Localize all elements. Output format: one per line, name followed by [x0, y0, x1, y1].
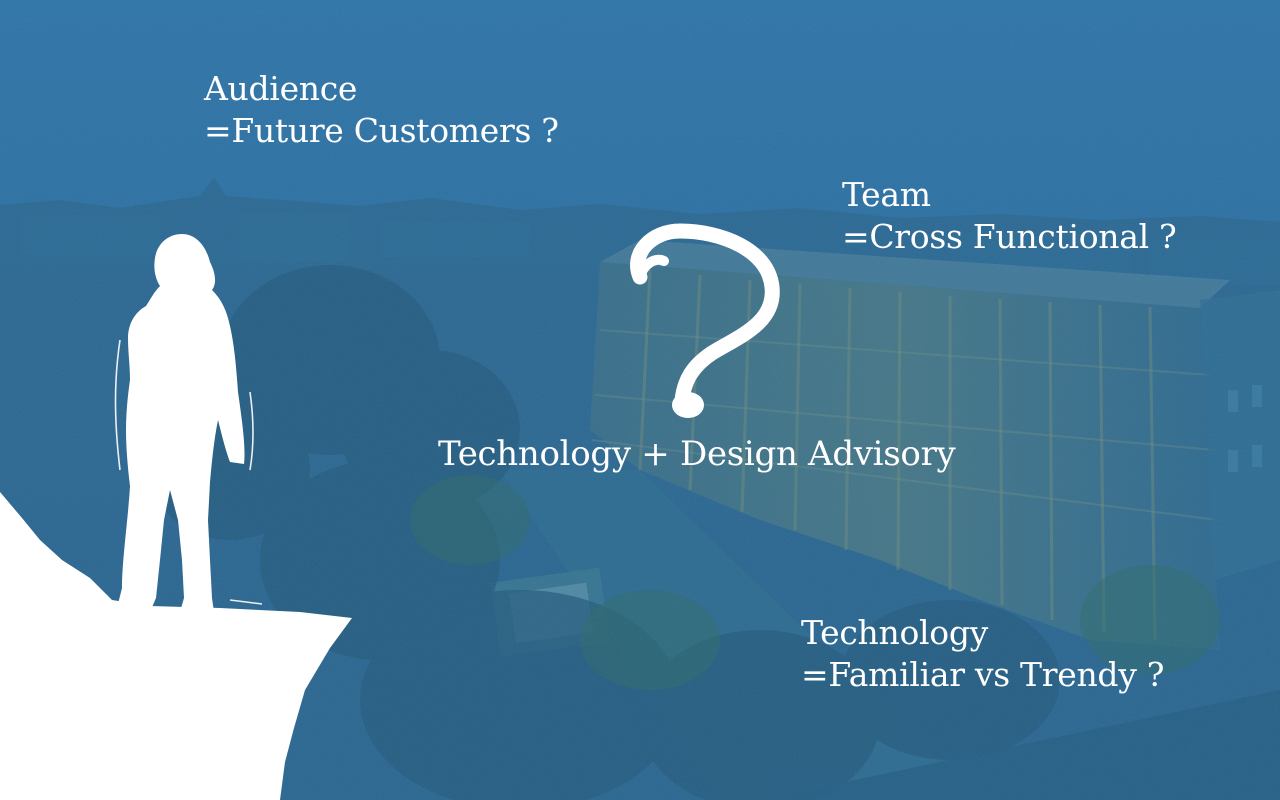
technology-caption: Technology =Familiar vs Trendy ?	[801, 612, 1164, 696]
question-mark-icon	[630, 223, 780, 418]
team-title: Team	[842, 175, 931, 214]
technology-title: Technology	[801, 613, 989, 652]
cliff-shape	[0, 492, 352, 800]
audience-caption: Audience =Future Customers ?	[204, 68, 559, 152]
audience-title: Audience	[204, 69, 358, 108]
person-silhouette-icon	[116, 234, 245, 612]
advisory-title: Technology + Design Advisory	[438, 434, 956, 474]
team-caption: Team =Cross Functional ?	[842, 174, 1177, 258]
technology-value: =Familiar vs Trendy ?	[801, 655, 1165, 694]
audience-value: =Future Customers ?	[204, 111, 559, 150]
team-value: =Cross Functional ?	[842, 217, 1177, 256]
